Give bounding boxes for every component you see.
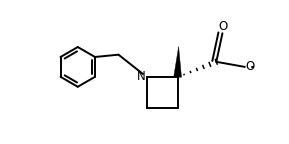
Polygon shape (174, 47, 181, 77)
Text: O: O (219, 20, 228, 33)
Text: O: O (246, 60, 255, 73)
Text: N: N (137, 70, 146, 83)
